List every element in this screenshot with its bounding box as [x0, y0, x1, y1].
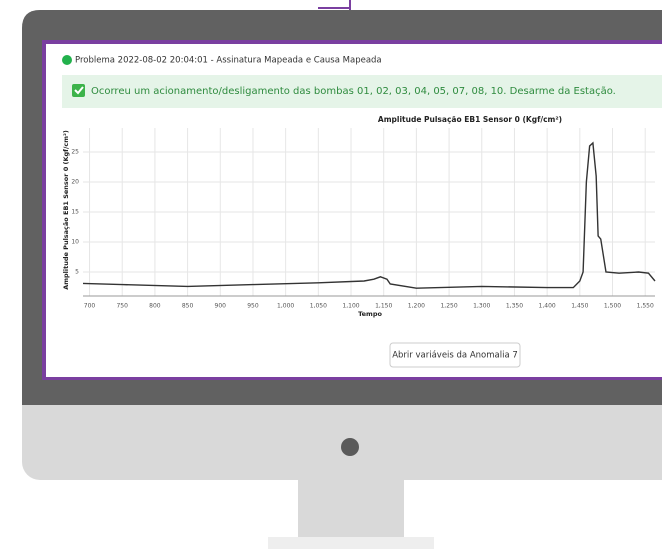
x-tick-label: 850 [182, 303, 194, 310]
header-title: Problema 2022-08-02 20:04:01 - Assinatur… [75, 56, 382, 66]
stand-base [268, 537, 434, 549]
x-tick-label: 1,350 [506, 303, 523, 310]
x-tick-label: 1,450 [571, 303, 588, 310]
x-tick-label: 1,250 [440, 303, 457, 310]
y-tick-label: 15 [71, 209, 79, 216]
x-tick-label: 1,000 [277, 303, 294, 310]
monitor: Problema 2022-08-02 20:04:01 - Assinatur… [0, 0, 662, 549]
x-tick-label: 1,050 [310, 303, 327, 310]
x-tick-label: 1,500 [604, 303, 621, 310]
x-tick-label: 750 [116, 303, 128, 310]
check-icon [72, 84, 85, 97]
status-dot [62, 55, 72, 65]
x-tick-label: 1,200 [408, 303, 425, 310]
x-tick-label: 950 [247, 303, 259, 310]
x-tick-label: 1,400 [539, 303, 556, 310]
x-axis-label: Tempo [358, 310, 382, 318]
x-tick-label: 900 [215, 303, 227, 310]
x-tick-label: 800 [149, 303, 161, 310]
stand-neck [298, 480, 404, 537]
alert-text: Ocorreu um acionamento/desligamento das … [91, 86, 616, 97]
y-tick-label: 5 [75, 269, 79, 276]
power-dot [341, 438, 359, 456]
y-tick-label: 25 [71, 149, 79, 156]
x-tick-label: 700 [84, 303, 96, 310]
y-axis-label: Amplitude Pulsação EB1 Sensor 0 (Kgf/cm²… [62, 130, 70, 290]
y-tick-label: 20 [71, 179, 79, 186]
x-tick-label: 1,550 [637, 303, 654, 310]
chart-title: Amplitude Pulsação EB1 Sensor 0 (Kgf/cm²… [378, 115, 562, 124]
y-tick-label: 10 [71, 239, 79, 246]
page: Problema 2022-08-02 20:04:01 - Assinatur… [0, 0, 662, 549]
button-label[interactable]: Abrir variáveis da Anomalia 7 [392, 351, 518, 361]
x-tick-label: 1,150 [375, 303, 392, 310]
x-tick-label: 1,100 [342, 303, 359, 310]
x-tick-label: 1,300 [473, 303, 490, 310]
